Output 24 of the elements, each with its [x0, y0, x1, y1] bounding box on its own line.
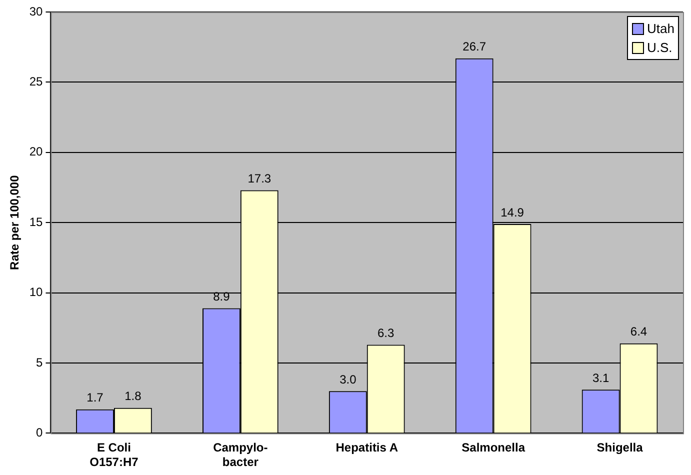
- y-tick-label: 0: [36, 426, 44, 440]
- x-tick-label: Hepatitis A: [336, 440, 398, 455]
- y-tick-label: 30: [29, 4, 44, 18]
- data-label: 1.7: [86, 390, 104, 405]
- x-tick-label: Salmonella: [462, 440, 526, 455]
- x-tick-label: Shigella: [596, 440, 644, 455]
- data-label: 26.7: [462, 40, 486, 54]
- y-axis-title: Rate per 100,000: [8, 174, 22, 270]
- data-label: 17.3: [248, 172, 272, 186]
- y-tick-label: 20: [29, 144, 44, 159]
- data-label: 6.4: [630, 324, 648, 339]
- legend-label: U.S.: [647, 40, 672, 55]
- data-label: 6.3: [378, 326, 395, 340]
- data-label: 1.8: [124, 389, 142, 404]
- x-tick-label: E Coli O157:H7: [90, 440, 139, 470]
- y-tick-label: 15: [29, 214, 44, 229]
- x-tick-label: Campylo- bacter: [213, 440, 268, 470]
- y-tick-label: 5: [36, 355, 44, 370]
- data-label: 14.9: [500, 205, 524, 220]
- y-tick-label: 10: [29, 285, 44, 300]
- y-tick-label: 25: [29, 74, 44, 89]
- data-label: 3.0: [340, 372, 357, 386]
- legend-label: Utah: [647, 21, 674, 36]
- data-label: 3.1: [592, 370, 610, 385]
